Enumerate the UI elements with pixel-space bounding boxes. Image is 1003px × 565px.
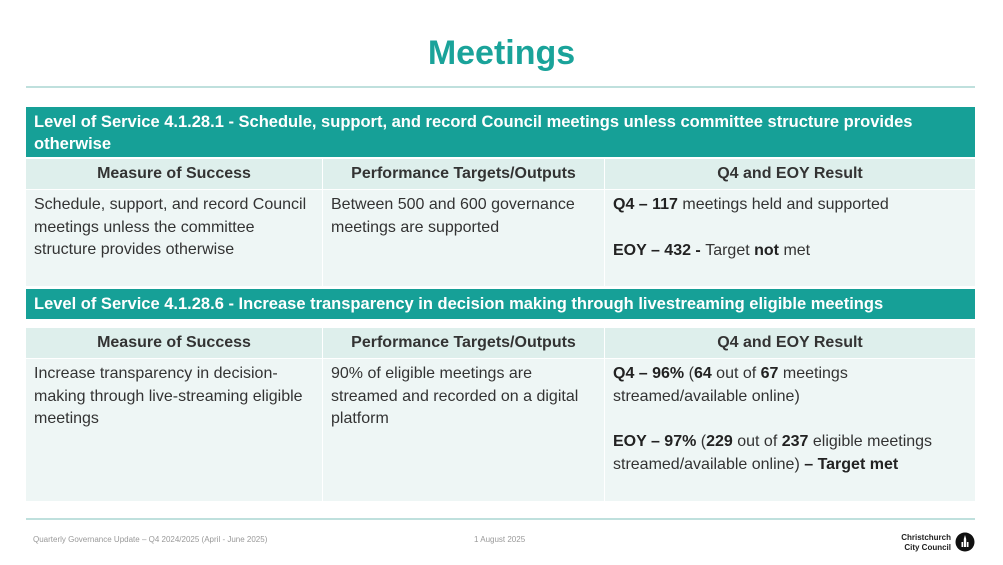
top-divider [26, 86, 975, 88]
column-header-result: Q4 and EOY Result [717, 334, 863, 351]
column-header-row-2: Measure of Success Performance Targets/O… [26, 328, 975, 358]
footer-date: 1 August 2025 [474, 535, 526, 544]
column-header-row-1: Measure of Success Performance Targets/O… [26, 159, 975, 189]
column-header-measure: Measure of Success [26, 328, 323, 358]
target-cell: Between 500 and 600 governance meetings … [323, 190, 605, 286]
target-cell: 90% of eligible meetings are streamed an… [323, 359, 605, 501]
column-header-result: Q4 and EOY Result [717, 165, 863, 182]
eoy-result: EOY – 97% (229 out of 237 eligible meeti… [613, 433, 933, 473]
column-header-measure: Measure of Success [26, 159, 323, 189]
q4-result: Q4 – 96% (64 out of 67 meetings streamed… [613, 365, 848, 405]
result-cell: Q4 – 96% (64 out of 67 meetings streamed… [605, 359, 975, 501]
measure-cell: Schedule, support, and record Council me… [26, 190, 323, 286]
q4-result: Q4 – 117 meetings held and supported [613, 196, 889, 213]
section-heading-1: Level of Service 4.1.28.1 - Schedule, su… [26, 107, 975, 157]
page-title: Meetings [427, 34, 576, 72]
eoy-result: EOY – 432 - Target not met [613, 241, 811, 259]
table-row-1: Schedule, support, and record Council me… [26, 190, 975, 286]
bottom-divider [26, 518, 975, 520]
result-cell: Q4 – 117 meetings held and supported EOY… [605, 190, 975, 286]
logo-text: Christchurch City Council [901, 533, 951, 552]
council-logo: Christchurch City Council [895, 532, 975, 554]
footer-document-title: Quarterly Governance Update – Q4 2024/20… [33, 535, 268, 544]
column-header-target: Performance Targets/Outputs [323, 328, 605, 358]
measure-cell: Increase transparency in decision-making… [26, 359, 323, 501]
table-row-2: Increase transparency in decision-making… [26, 359, 975, 501]
column-header-target: Performance Targets/Outputs [323, 159, 605, 189]
cathedral-emblem-icon [955, 532, 975, 552]
section-heading-2: Level of Service 4.1.28.6 - Increase tra… [26, 289, 975, 319]
